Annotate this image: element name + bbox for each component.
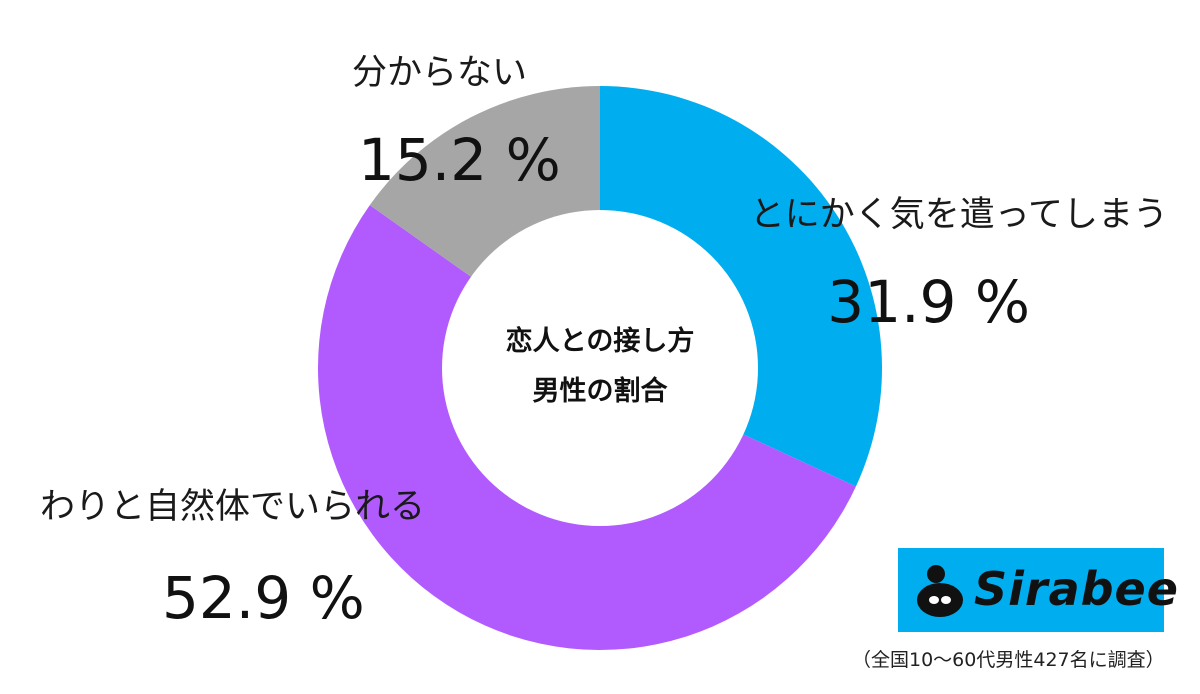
center-title: 恋人との接し方 (506, 325, 695, 357)
sirabee-mark-icon (917, 565, 963, 617)
slice-label-wakaranai: 分からない (352, 53, 527, 93)
sirabee-logo-text: Sirabee (974, 562, 1179, 616)
sirabee-logo: Sirabee (898, 548, 1178, 632)
slice-value-wakaranai: 15.2 % (358, 126, 561, 194)
source-note: （全国10～60代男性427名に調査） (852, 649, 1165, 671)
center-subtitle: 男性の割合 (533, 375, 668, 407)
slice-value-kiwotsukau: 31.9 % (827, 268, 1030, 336)
slice-label-kiwotsukau: とにかく気を遣ってしまう (750, 195, 1168, 235)
slice-value-shizentai: 52.9 % (162, 564, 365, 632)
donut-hole (442, 210, 758, 526)
slice-label-shizentai: わりと自然体でいられる (40, 487, 425, 527)
